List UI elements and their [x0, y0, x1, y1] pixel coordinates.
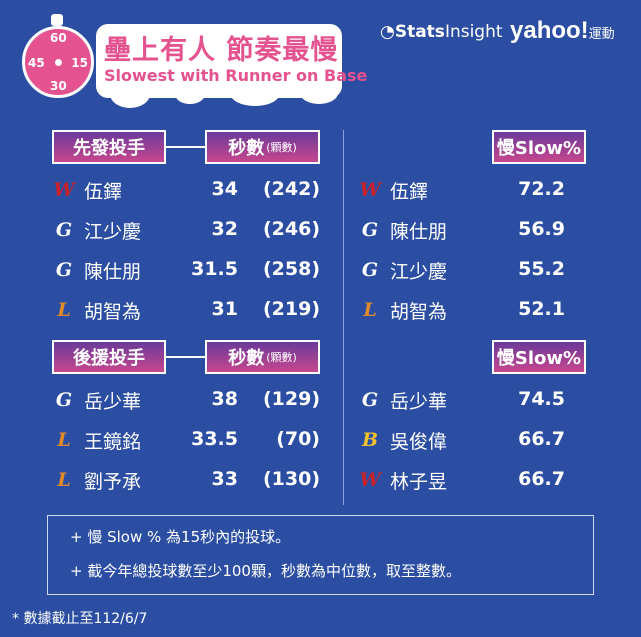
rakuten-monkeys-logo-icon: G	[55, 259, 73, 281]
pitcher-row: L 胡智為	[52, 295, 141, 325]
stopwatch-60: 60	[50, 31, 67, 45]
pitch-count: (130)	[262, 468, 320, 490]
rakuten-monkeys-logo-icon: G	[55, 389, 73, 411]
pitch-count: (129)	[262, 388, 320, 410]
note: + 慢 Slow % 為15秒內的投球。	[70, 528, 291, 546]
pitcher-row: L 劉予承	[52, 465, 141, 495]
pitch-count: (246)	[262, 218, 320, 240]
stopwatch-crown	[51, 14, 63, 26]
uni-lions-logo-icon: L	[57, 299, 71, 321]
stopwatch-center	[55, 59, 62, 66]
stopwatch-icon: 60 15 30 45	[22, 26, 94, 98]
seconds-header: 秒數 (顆數)	[205, 340, 320, 374]
pitcher-name: 伍鐸	[390, 180, 429, 203]
slow-pct-header: 慢Slow%	[492, 340, 586, 374]
yahoo-sports-logo: yahoo!運動	[510, 17, 615, 44]
header-connector	[166, 356, 205, 358]
seconds-value: 33	[211, 468, 238, 490]
slow-row: W 林子昱	[358, 465, 447, 495]
starters-header: 先發投手	[52, 130, 166, 164]
pitcher-name: 江少慶	[84, 220, 142, 243]
stopwatch-30: 30	[50, 79, 67, 93]
column-divider	[343, 130, 344, 505]
stopwatch-15: 15	[71, 56, 88, 70]
seconds-value: 38	[211, 388, 238, 410]
pitcher-name: 吳俊偉	[390, 430, 448, 453]
drip	[110, 80, 150, 108]
uni-lions-logo-icon: L	[57, 429, 71, 451]
pitcher-name: 岳少華	[390, 390, 448, 413]
pitcher-row: L 王鏡銘	[52, 425, 141, 455]
slow-row: G 陳仕朋	[358, 215, 447, 245]
slow-pct-value: 66.7	[518, 428, 565, 450]
uni-lions-logo-icon: L	[57, 469, 71, 491]
pitcher-name: 江少慶	[390, 260, 448, 283]
brothers-logo-icon: B	[361, 429, 379, 451]
slow-row: L 胡智為	[358, 295, 447, 325]
slow-pct-header: 慢Slow%	[492, 130, 586, 164]
relievers-header: 後援投手	[52, 340, 166, 374]
stopwatch-45: 45	[28, 56, 45, 70]
slow-pct-value: 55.2	[518, 258, 565, 280]
pitcher-row: G 陳仕朋	[52, 255, 141, 285]
pitcher-name: 陳仕朋	[84, 260, 142, 283]
rakuten-monkeys-logo-icon: G	[361, 259, 379, 281]
page-subtitle: Slowest with Runner on Base	[104, 66, 368, 85]
rakuten-monkeys-logo-icon: G	[361, 389, 379, 411]
seconds-value: 34	[211, 178, 238, 200]
pitch-count: (242)	[262, 178, 320, 200]
seconds-value: 32	[211, 218, 238, 240]
slow-pct-value: 56.9	[518, 218, 565, 240]
pitcher-name: 林子昱	[390, 470, 448, 493]
slow-pct-value: 52.1	[518, 298, 565, 320]
pitcher-name: 胡智為	[390, 300, 448, 323]
wei-chuan-dragons-logo-icon: W	[53, 179, 75, 201]
slow-row: G 岳少華	[358, 385, 447, 415]
pitcher-row: G 岳少華	[52, 385, 141, 415]
pitcher-name: 胡智為	[84, 300, 142, 323]
pitch-count: (258)	[262, 258, 320, 280]
slow-row: W 伍鐸	[358, 175, 428, 205]
footnote: * 數據截止至112/6/7	[12, 611, 148, 627]
pitcher-name: 劉予承	[84, 470, 142, 493]
uni-lions-logo-icon: L	[363, 299, 377, 321]
statsinsight-logo: ◔StatsInsight	[380, 22, 503, 42]
drip	[230, 80, 280, 106]
pitcher-name: 王鏡銘	[84, 430, 142, 453]
slow-row: B 吳俊偉	[358, 425, 447, 455]
slow-pct-value: 66.7	[518, 468, 565, 490]
header-connector	[166, 146, 205, 148]
wei-chuan-dragons-logo-icon: W	[359, 469, 381, 491]
pitcher-name: 伍鐸	[84, 180, 123, 203]
seconds-value: 33.5	[191, 428, 238, 450]
seconds-value: 31	[211, 298, 238, 320]
rakuten-monkeys-logo-icon: G	[55, 219, 73, 241]
pitcher-row: W 伍鐸	[52, 175, 122, 205]
seconds-header: 秒數 (顆數)	[205, 130, 320, 164]
pitcher-name: 岳少華	[84, 390, 142, 413]
drip	[300, 82, 338, 104]
slow-row: G 江少慶	[358, 255, 447, 285]
pitch-count: (219)	[262, 298, 320, 320]
note: + 截今年總投球數至少100顆，秒數為中位數，取至整數。	[70, 562, 461, 580]
pitcher-name: 陳仕朋	[390, 220, 448, 243]
pitcher-row: G 江少慶	[52, 215, 141, 245]
wei-chuan-dragons-logo-icon: W	[359, 179, 381, 201]
page-title: 壘上有人 節奏最慢	[104, 35, 339, 66]
drip	[175, 84, 205, 104]
slow-pct-value: 74.5	[518, 388, 565, 410]
slow-pct-value: 72.2	[518, 178, 565, 200]
pitch-count: (70)	[276, 428, 320, 450]
notes-box: + 慢 Slow % 為15秒內的投球。 + 截今年總投球數至少100顆，秒數為…	[47, 515, 594, 595]
rakuten-monkeys-logo-icon: G	[361, 219, 379, 241]
seconds-value: 31.5	[191, 258, 238, 280]
